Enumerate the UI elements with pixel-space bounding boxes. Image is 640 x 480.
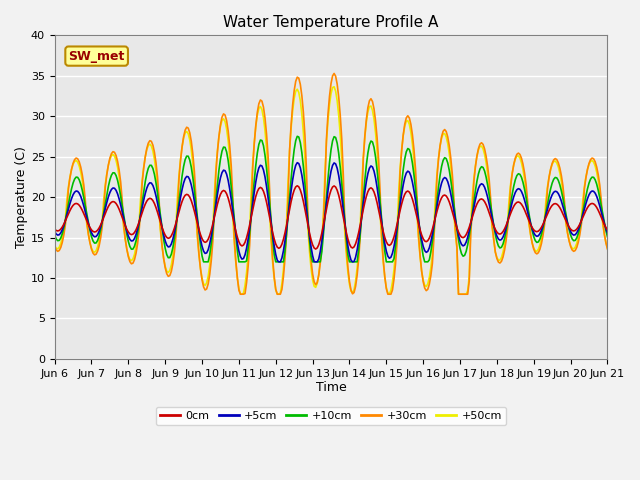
Line: 0cm: 0cm xyxy=(54,186,607,249)
+50cm xyxy=(237,291,244,297)
+5cm xyxy=(399,182,407,188)
Text: SW_met: SW_met xyxy=(68,49,125,62)
0cm xyxy=(154,209,161,215)
+50cm xyxy=(604,245,611,251)
+50cm xyxy=(154,183,161,189)
0cm xyxy=(51,226,58,232)
+30cm xyxy=(399,132,407,138)
0cm xyxy=(604,227,611,233)
+10cm xyxy=(369,139,376,145)
0cm xyxy=(312,246,319,252)
+10cm xyxy=(154,191,161,196)
+30cm xyxy=(330,71,338,76)
+5cm xyxy=(387,254,395,260)
+10cm xyxy=(51,232,58,238)
+30cm xyxy=(154,174,161,180)
0cm xyxy=(387,241,395,247)
+10cm xyxy=(604,234,611,240)
Legend: 0cm, +5cm, +10cm, +30cm, +50cm: 0cm, +5cm, +10cm, +30cm, +50cm xyxy=(156,407,506,425)
0cm xyxy=(66,207,74,213)
+10cm xyxy=(539,225,547,231)
0cm xyxy=(539,221,547,227)
+30cm xyxy=(604,246,611,252)
+50cm xyxy=(369,108,376,113)
+30cm xyxy=(51,243,58,249)
+10cm xyxy=(200,259,207,264)
+50cm xyxy=(51,242,58,248)
+10cm xyxy=(387,259,395,264)
Line: +50cm: +50cm xyxy=(54,87,607,294)
+50cm xyxy=(399,132,407,138)
+50cm xyxy=(66,174,74,180)
+5cm xyxy=(66,201,74,206)
+5cm xyxy=(51,228,58,234)
Line: +30cm: +30cm xyxy=(54,73,607,294)
X-axis label: Time: Time xyxy=(316,382,346,395)
Title: Water Temperature Profile A: Water Temperature Profile A xyxy=(223,15,438,30)
0cm xyxy=(293,183,301,189)
Line: +5cm: +5cm xyxy=(54,163,607,262)
Line: +10cm: +10cm xyxy=(54,136,607,262)
+5cm xyxy=(369,164,376,170)
+10cm xyxy=(66,193,74,199)
+10cm xyxy=(293,133,301,139)
+30cm xyxy=(369,98,376,104)
Y-axis label: Temperature (C): Temperature (C) xyxy=(15,146,28,248)
+5cm xyxy=(275,259,283,264)
+50cm xyxy=(539,227,547,233)
+5cm xyxy=(293,160,301,166)
+5cm xyxy=(539,223,547,228)
+50cm xyxy=(330,84,338,90)
0cm xyxy=(399,195,407,201)
0cm xyxy=(369,186,376,192)
+30cm xyxy=(387,291,395,297)
+30cm xyxy=(66,175,74,180)
+30cm xyxy=(237,291,244,297)
+5cm xyxy=(154,200,161,206)
+10cm xyxy=(399,167,407,173)
+30cm xyxy=(539,233,547,239)
+5cm xyxy=(604,230,611,236)
+50cm xyxy=(387,288,395,293)
